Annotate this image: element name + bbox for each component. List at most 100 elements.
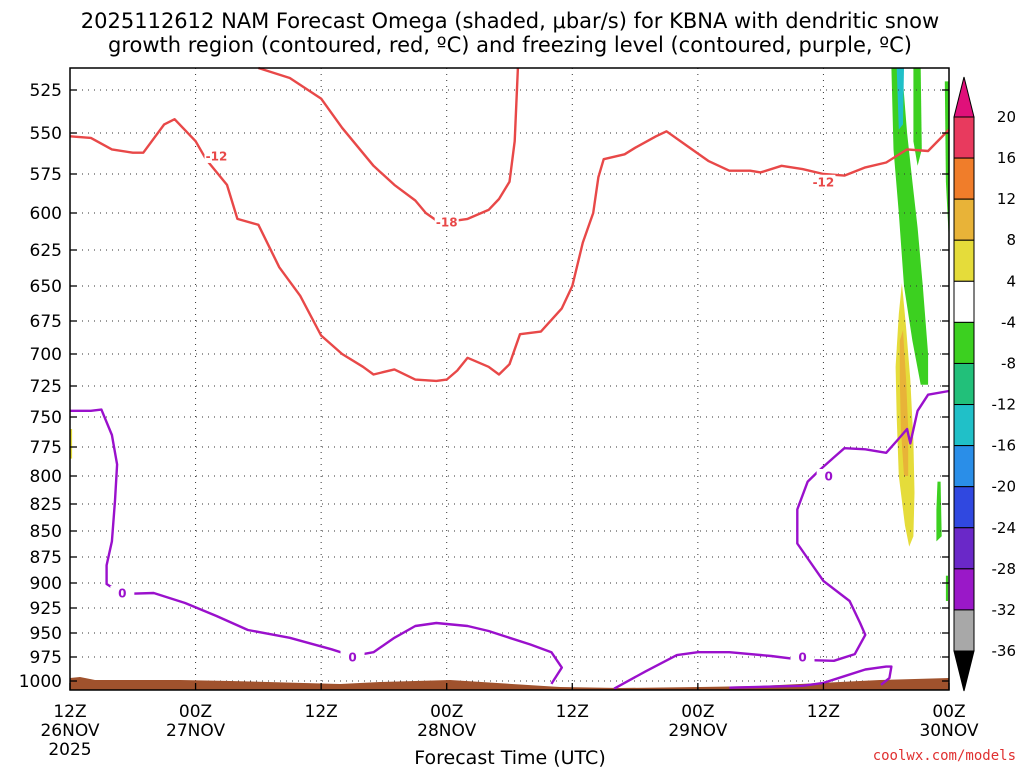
y-tick-label: 1000: [19, 672, 62, 692]
y-tick-label: 625: [30, 241, 62, 261]
contour-label: 0: [816, 469, 841, 484]
dgz_temperature-contour-0: [69, 118, 950, 383]
omega-shade-7: [899, 330, 909, 476]
colorbar-swatch: [953, 280, 975, 323]
colorbar-swatch: [953, 116, 975, 159]
colorbar-swatch: [953, 239, 975, 282]
x-tick-time: 12Z: [556, 702, 589, 722]
contour-label: -18: [434, 214, 459, 229]
x-tick-time: 12Z: [807, 702, 840, 722]
colorbar-swatch: [953, 609, 975, 652]
x-tick-date: 29NOV: [668, 721, 727, 741]
y-tick-label: 900: [30, 574, 62, 594]
y-tick-label: 800: [30, 467, 62, 487]
x-tick-time: 00Z: [179, 702, 212, 722]
y-tick-label: 950: [30, 624, 62, 644]
y-tick-label: 700: [30, 345, 62, 365]
colorbar-swatch: [953, 198, 975, 241]
colorbar-swatch: [953, 527, 975, 570]
colorbar-label: 12: [997, 190, 1016, 208]
y-tick-label: 750: [30, 408, 62, 428]
freezing_level-contour-7: [729, 665, 893, 689]
y-tick-label: 975: [30, 648, 62, 668]
y-tick-label: 925: [30, 599, 62, 619]
omega-shade-4: [936, 481, 942, 542]
colorbar-label: -12: [992, 396, 1017, 414]
credit-text: coolwx.com/models: [873, 748, 1016, 764]
contour-label: 0: [340, 650, 365, 665]
x-tick-time: 00Z: [681, 702, 714, 722]
x-axis-label: Forecast Time (UTC): [414, 747, 605, 768]
colorbar-swatch: [953, 568, 975, 611]
colorbar-swatch: [953, 404, 975, 447]
colorbar-label: -8: [1001, 354, 1016, 372]
omega-shade-0: [891, 68, 929, 385]
contour-label: 0: [790, 650, 815, 665]
chart-title-line-2: growth region (contoured, red, ºC) and f…: [108, 33, 912, 57]
freezing_level-contour-3: [70, 408, 563, 685]
colorbar-label: 4: [1006, 272, 1016, 290]
x-tick-time: 12Z: [305, 702, 338, 722]
y-tick-label: 825: [30, 495, 62, 515]
colorbar-swatch: [953, 362, 975, 406]
omega-shade-5: [945, 575, 948, 601]
chart-title-line-1: 2025112612 NAM Forecast Omega (shaded, μ…: [81, 9, 939, 33]
colorbar-label: 16: [997, 149, 1016, 167]
colorbar-label: -20: [992, 478, 1017, 496]
y-tick-label: 650: [30, 277, 62, 297]
x-tick-time: 00Z: [430, 702, 463, 722]
colorbar-label: 20: [997, 108, 1016, 126]
colorbar-label: -16: [992, 437, 1017, 455]
plot-area: -12 -12 -18 0 0 0 0: [69, 66, 950, 691]
colorbar-label: -4: [1001, 313, 1016, 331]
contour-label: 0: [110, 586, 135, 601]
x-tick-date: 30NOV: [919, 721, 978, 741]
colorbar-swatch: [953, 157, 975, 200]
dgz_temperature-contour-2: [258, 66, 520, 224]
colorbar-label: -32: [992, 601, 1017, 619]
svg-text:-18: -18: [436, 215, 458, 229]
y-tick-label: 525: [30, 81, 62, 101]
x-tick-date: 27NOV: [166, 721, 225, 741]
y-tick-label: 850: [30, 522, 62, 542]
contour-label: -12: [811, 174, 836, 189]
colorbar-swatch: [953, 321, 975, 364]
omega-shade-3: [944, 81, 949, 243]
plot-background: [70, 68, 949, 690]
y-tick-label: 550: [30, 124, 62, 144]
x-tick-time: 12Z: [53, 702, 86, 722]
omega-shade-1: [896, 68, 904, 130]
svg-text:0: 0: [348, 651, 356, 665]
y-tick-label: 775: [30, 438, 62, 458]
x-tick-date: 28NOV: [417, 721, 476, 741]
freezing_level-contour-5: [613, 389, 950, 690]
colorbar-bottom-arrow: [953, 650, 975, 692]
colorbar-top-arrow: [953, 76, 975, 118]
y-axis: 525 550 575 600 625 650 675 700 725 750 775 800 825 8…: [19, 81, 949, 692]
colorbar-swatch: [953, 445, 975, 488]
colorbar-label: 8: [1006, 231, 1016, 249]
grid-layer: [70, 68, 949, 690]
colorbar-label: -36: [992, 642, 1017, 660]
svg-text:0: 0: [824, 470, 832, 484]
svg-text:0: 0: [798, 651, 806, 665]
x-tick-time: 00Z: [932, 702, 965, 722]
omega-shading-layer: [70, 68, 949, 601]
plot-frame: [69, 67, 950, 691]
y-tick-label: 875: [30, 548, 62, 568]
svg-text:0: 0: [118, 587, 126, 601]
y-tick-label: 675: [30, 312, 62, 332]
contour-label: -12: [204, 148, 229, 163]
omega-shade-2: [913, 68, 922, 166]
colorbar-label: -28: [992, 560, 1017, 578]
svg-text:-12: -12: [206, 149, 228, 163]
x-tick-date: 26NOV: [40, 721, 99, 741]
y-tick-label: 600: [30, 204, 62, 224]
contour-label-layer: -12 -12 -18 0 0 0 0: [110, 148, 841, 665]
colorbar-label: -24: [992, 519, 1017, 537]
colorbar: 20 16 12 8 4 -4 -8 -12 -16 -20 -24 -28 -32 -36: [953, 76, 1017, 692]
svg-text:-12: -12: [813, 175, 835, 189]
terrain-ground-fill: [70, 677, 949, 690]
